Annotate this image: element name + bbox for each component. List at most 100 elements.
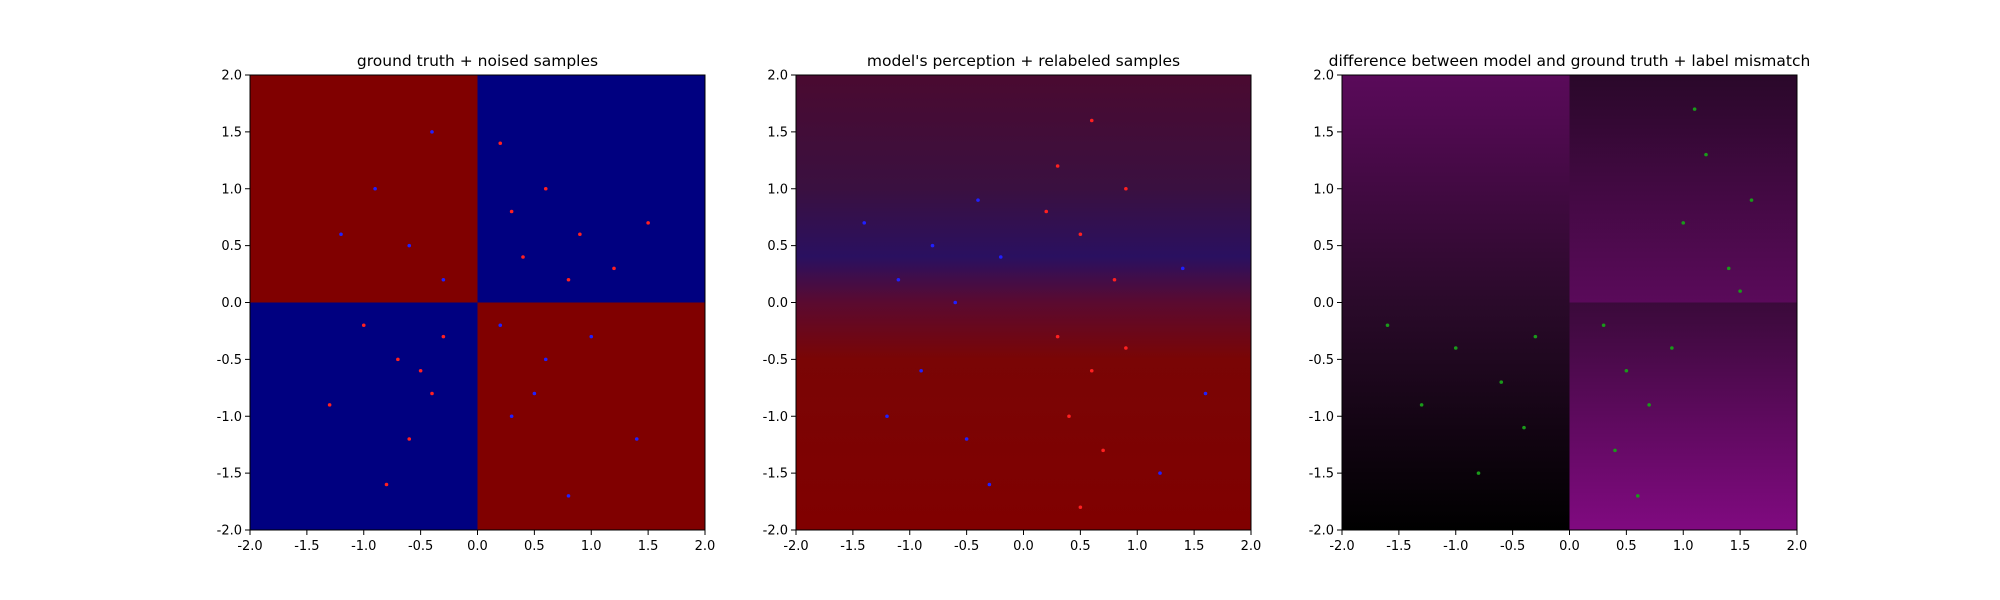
scatter-point [1419, 403, 1424, 407]
scatter-point [441, 334, 446, 339]
x-tick-label: 0.0 [467, 539, 488, 554]
difference-top-right [1569, 75, 1797, 303]
x-tick-label: -2.0 [237, 539, 262, 554]
scatter-point [1601, 323, 1606, 328]
scatter-point [1203, 391, 1208, 396]
scatter-point [1180, 266, 1185, 271]
x-tick-label: -2.0 [1329, 539, 1354, 554]
scatter-point [1385, 323, 1390, 328]
scatter-point [646, 221, 650, 225]
scatter-point [1499, 380, 1504, 384]
x-tick-label: 1.5 [638, 539, 659, 554]
x-tick-label: 1.0 [1127, 539, 1148, 554]
y-tick-label: -0.5 [217, 353, 242, 368]
x-tick-label: -1.0 [897, 539, 922, 554]
probability-field [796, 75, 1251, 530]
x-tick-label: 1.0 [1673, 539, 1694, 554]
scatter-point [373, 186, 377, 191]
scatter-point [339, 232, 343, 237]
scatter-point [589, 334, 594, 339]
difference-bottom-right [1569, 302, 1797, 530]
scatter-point [1692, 107, 1697, 111]
scatter-point [509, 209, 514, 214]
scatter-point [862, 221, 867, 225]
scatter-point [1749, 198, 1754, 202]
y-tick-label: 1.0 [1313, 182, 1334, 197]
y-tick-label: 1.5 [221, 125, 242, 140]
scatter-point [1522, 425, 1526, 430]
scatter-point [327, 403, 332, 407]
x-tick-label: 0.0 [1559, 539, 1580, 554]
chart-title: model's perception + relabeled samples [867, 52, 1180, 70]
scatter-point [1704, 152, 1708, 157]
y-tick-label: 2.0 [221, 69, 242, 84]
scatter-point [1533, 334, 1538, 339]
x-tick-label: 0.0 [1013, 539, 1034, 554]
scatter-point [1044, 209, 1049, 214]
quadrant-top-right [477, 75, 705, 303]
y-tick-label: 0.0 [767, 296, 788, 311]
scatter-point [498, 141, 503, 146]
x-tick-label: 0.5 [1070, 539, 1091, 554]
scatter-point [430, 391, 434, 396]
x-tick-label: -0.5 [954, 539, 979, 554]
x-tick-label: 1.5 [1730, 539, 1751, 554]
scatter-point [361, 323, 366, 328]
scatter-point [407, 243, 412, 248]
scatter-point [532, 391, 537, 396]
scatter-point [578, 232, 582, 237]
scatter-point [418, 368, 423, 373]
y-tick-label: 2.0 [767, 69, 788, 84]
x-tick-label: -2.0 [783, 539, 808, 554]
y-tick-label: -2.0 [1309, 524, 1334, 539]
x-tick-label: 0.5 [1616, 539, 1637, 554]
y-tick-label: -1.0 [763, 410, 788, 425]
scatter-point [543, 186, 548, 191]
x-tick-label: -0.5 [408, 539, 433, 554]
y-tick-label: -1.0 [1309, 410, 1334, 425]
scatter-point [396, 357, 400, 362]
scatter-point [1078, 505, 1083, 510]
y-tick-label: -1.5 [217, 467, 242, 482]
scatter-point [498, 323, 503, 328]
difference-top-left [1342, 75, 1570, 303]
scatter-point [1158, 471, 1162, 475]
x-tick-label: -1.5 [294, 539, 319, 554]
scatter-point [1624, 368, 1629, 373]
y-tick-label: -1.5 [763, 467, 788, 482]
x-tick-label: 2.0 [1787, 539, 1808, 554]
y-tick-label: -2.0 [763, 524, 788, 539]
scatter-point [612, 266, 616, 271]
y-tick-label: -2.0 [217, 524, 242, 539]
scatter-point [987, 482, 992, 487]
scatter-point [1124, 346, 1128, 350]
scatter-point [384, 482, 389, 487]
scatter-point [430, 130, 434, 134]
y-tick-label: -0.5 [763, 353, 788, 368]
scatter-point [964, 437, 969, 441]
y-tick-label: 0.0 [1313, 296, 1334, 311]
scatter-point [1101, 448, 1105, 453]
y-tick-label: 0.0 [221, 296, 242, 311]
scatter-point [1089, 368, 1094, 373]
scatter-point [1124, 186, 1128, 191]
subplot-1: -2.0 -1.5 -1.0 -0.5 0.0 0.5 1.0 1.5 2.0 2.0 1.5 1.0… [217, 52, 716, 554]
scatter-point [1089, 118, 1094, 123]
y-tick-label: 1.0 [221, 182, 242, 197]
scatter-point [930, 243, 935, 248]
scatter-point [509, 414, 514, 419]
scatter-point [407, 437, 412, 441]
scatter-point [1055, 164, 1060, 168]
y-tick-label: -0.5 [1309, 353, 1334, 368]
x-tick-label: 1.0 [581, 539, 602, 554]
scatter-point [976, 198, 980, 202]
x-tick-label: -1.5 [1386, 539, 1411, 554]
x-tick-label: -1.0 [1443, 539, 1468, 554]
quadrant-top-left [250, 75, 478, 303]
scatter-point [1067, 414, 1071, 419]
scatter-point [1726, 266, 1731, 271]
subplot-3: -2.0 -1.5 -1.0 -0.5 0.0 0.5 1.0 1.5 2.0 2.0 1.5 1.0… [1309, 52, 1811, 554]
scatter-point [441, 277, 446, 282]
chart-title: difference between model and ground trut… [1329, 52, 1811, 70]
